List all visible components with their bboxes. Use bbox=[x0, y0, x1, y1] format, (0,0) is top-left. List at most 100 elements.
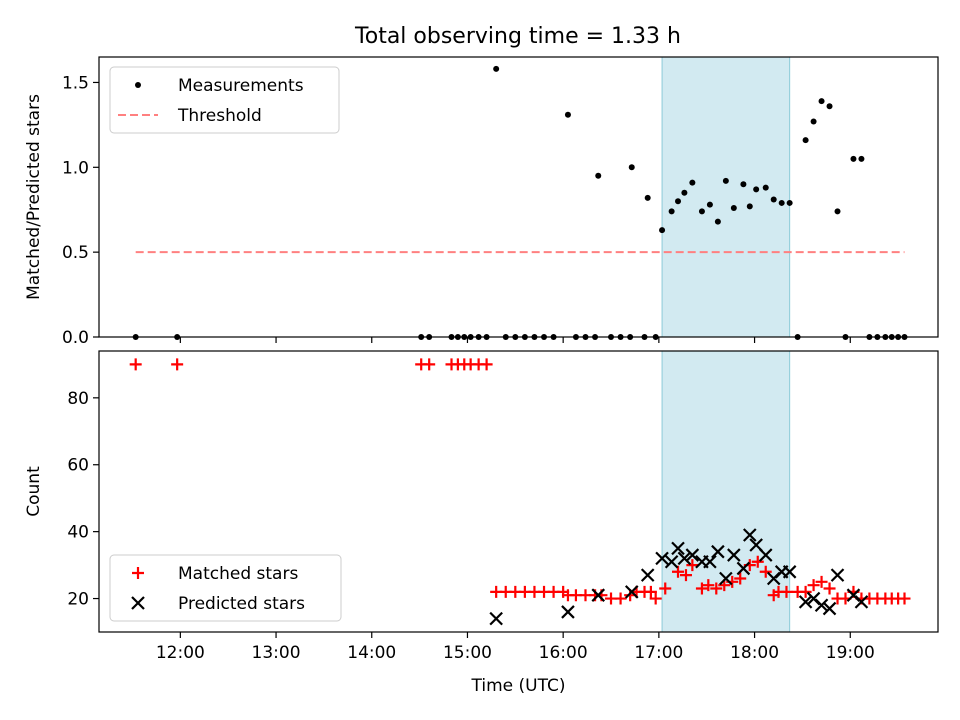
matched-star-point bbox=[780, 585, 793, 598]
measurement-point bbox=[564, 111, 571, 118]
y-tick-label: 80 bbox=[67, 389, 89, 409]
y-tick-label: 0.0 bbox=[62, 328, 89, 348]
predicted-star-point bbox=[782, 565, 797, 579]
legend-label: Threshold bbox=[177, 106, 262, 126]
figure-title: Total observing time = 1.33 h bbox=[354, 24, 681, 49]
y-axis-label: Count bbox=[24, 466, 44, 517]
matched-star-point bbox=[679, 569, 692, 582]
measurement-point bbox=[740, 181, 747, 188]
series-predicted-stars bbox=[489, 528, 869, 626]
legend-label: Measurements bbox=[178, 76, 304, 96]
matched-star-point bbox=[734, 572, 747, 585]
axes-frame bbox=[98, 56, 939, 338]
legend-box bbox=[109, 554, 342, 622]
x-tick-label: 17:00 bbox=[634, 643, 683, 663]
measurement-point bbox=[810, 118, 817, 125]
predicted-star-point bbox=[703, 554, 717, 569]
measurement-point bbox=[681, 189, 688, 196]
matched-star-point bbox=[129, 358, 142, 371]
x-tick-label: 16:00 bbox=[539, 643, 588, 663]
y-tick-label: 40 bbox=[67, 523, 89, 543]
matched-star-point bbox=[659, 582, 672, 595]
predicted-star-point bbox=[830, 568, 845, 582]
matched-star-point bbox=[614, 592, 627, 605]
predicted-star-point bbox=[489, 611, 503, 626]
matched-star-point bbox=[815, 575, 828, 588]
predicted-star-point bbox=[640, 568, 655, 582]
measurement-point bbox=[770, 196, 777, 203]
measurement-point bbox=[818, 98, 825, 105]
matched-star-point bbox=[823, 582, 836, 595]
measurement-point bbox=[628, 164, 635, 171]
measurement-point bbox=[659, 227, 666, 234]
x-axis-label: Time (UTC) bbox=[471, 676, 566, 696]
measurement-point bbox=[858, 155, 865, 162]
x-tick-label: 15:00 bbox=[443, 643, 492, 663]
legend: Matched stars Predicted stars bbox=[109, 554, 342, 622]
matched-star-point bbox=[695, 582, 708, 595]
x-tick-label: 13:00 bbox=[252, 643, 301, 663]
matched-star-point bbox=[702, 579, 715, 592]
predicted-star-point bbox=[814, 598, 829, 613]
measurement-point bbox=[595, 172, 602, 179]
observing-window-shade bbox=[661, 350, 791, 633]
matched-star-point bbox=[423, 358, 436, 371]
x-tick-label: 12:00 bbox=[156, 643, 205, 663]
measurement-point bbox=[746, 203, 753, 210]
measurement-point bbox=[826, 103, 833, 110]
matched-star-point bbox=[799, 585, 812, 598]
predicted-star-point bbox=[798, 595, 813, 609]
predicted-star-point bbox=[671, 541, 685, 556]
predicted-star-point bbox=[677, 551, 692, 566]
predicted-star-point bbox=[758, 548, 773, 562]
predicted-star-point bbox=[664, 554, 679, 569]
predicted-star-point bbox=[655, 551, 669, 566]
legend-marker-measurements bbox=[135, 82, 141, 88]
predicted-star-point bbox=[727, 548, 741, 562]
measurement-point bbox=[786, 199, 793, 206]
axes-frame bbox=[98, 350, 939, 633]
measurement-point bbox=[714, 218, 721, 225]
y-axis-label: Matched/Predicted stars bbox=[24, 94, 44, 300]
matched-star-point bbox=[644, 585, 657, 598]
legend: Measurements Threshold bbox=[109, 66, 340, 134]
y-tick-label: 60 bbox=[67, 456, 89, 476]
matched-star-point bbox=[480, 358, 493, 371]
predicted-star-point bbox=[736, 561, 751, 576]
matched-star-point bbox=[686, 559, 699, 572]
predicted-star-point bbox=[822, 601, 837, 616]
x-tick-label: 14:00 bbox=[347, 643, 396, 663]
measurement-point bbox=[778, 199, 785, 206]
legend-marker-matched bbox=[132, 567, 144, 579]
measurement-point bbox=[698, 208, 705, 215]
legend-box bbox=[109, 66, 340, 134]
measurement-point bbox=[850, 155, 857, 162]
matched-star-point bbox=[171, 358, 184, 371]
measurement-point bbox=[834, 208, 841, 215]
y-tick-label: 1.5 bbox=[62, 73, 89, 93]
x-tick-label: 19:00 bbox=[826, 643, 875, 663]
matched-star-point bbox=[672, 565, 685, 578]
legend-label: Matched stars bbox=[178, 564, 298, 584]
measurement-point bbox=[675, 198, 682, 205]
y-tick-label: 0.5 bbox=[62, 243, 89, 263]
y-tick-label: 1.0 bbox=[62, 158, 89, 178]
measurement-point bbox=[762, 184, 769, 191]
measurement-point bbox=[493, 65, 500, 72]
matched-star-point bbox=[807, 579, 820, 592]
predicted-star-point bbox=[591, 588, 606, 602]
measurement-point bbox=[644, 194, 651, 201]
predicted-star-point bbox=[743, 528, 757, 542]
predicted-star-point bbox=[685, 548, 700, 562]
observing-window-shade bbox=[661, 56, 791, 338]
legend-label: Predicted stars bbox=[178, 594, 305, 614]
matched-star-point bbox=[649, 592, 662, 605]
axes-top: 0.0 0.5 1.0 1.5 Matched/Predicted stars Measu… bbox=[24, 56, 939, 348]
measurement-point bbox=[722, 177, 729, 184]
measurement-point bbox=[802, 137, 809, 144]
matched-star-point bbox=[710, 582, 723, 595]
predicted-star-point bbox=[854, 595, 869, 609]
predicted-star-point bbox=[711, 544, 725, 559]
matched-star-point bbox=[751, 555, 764, 568]
